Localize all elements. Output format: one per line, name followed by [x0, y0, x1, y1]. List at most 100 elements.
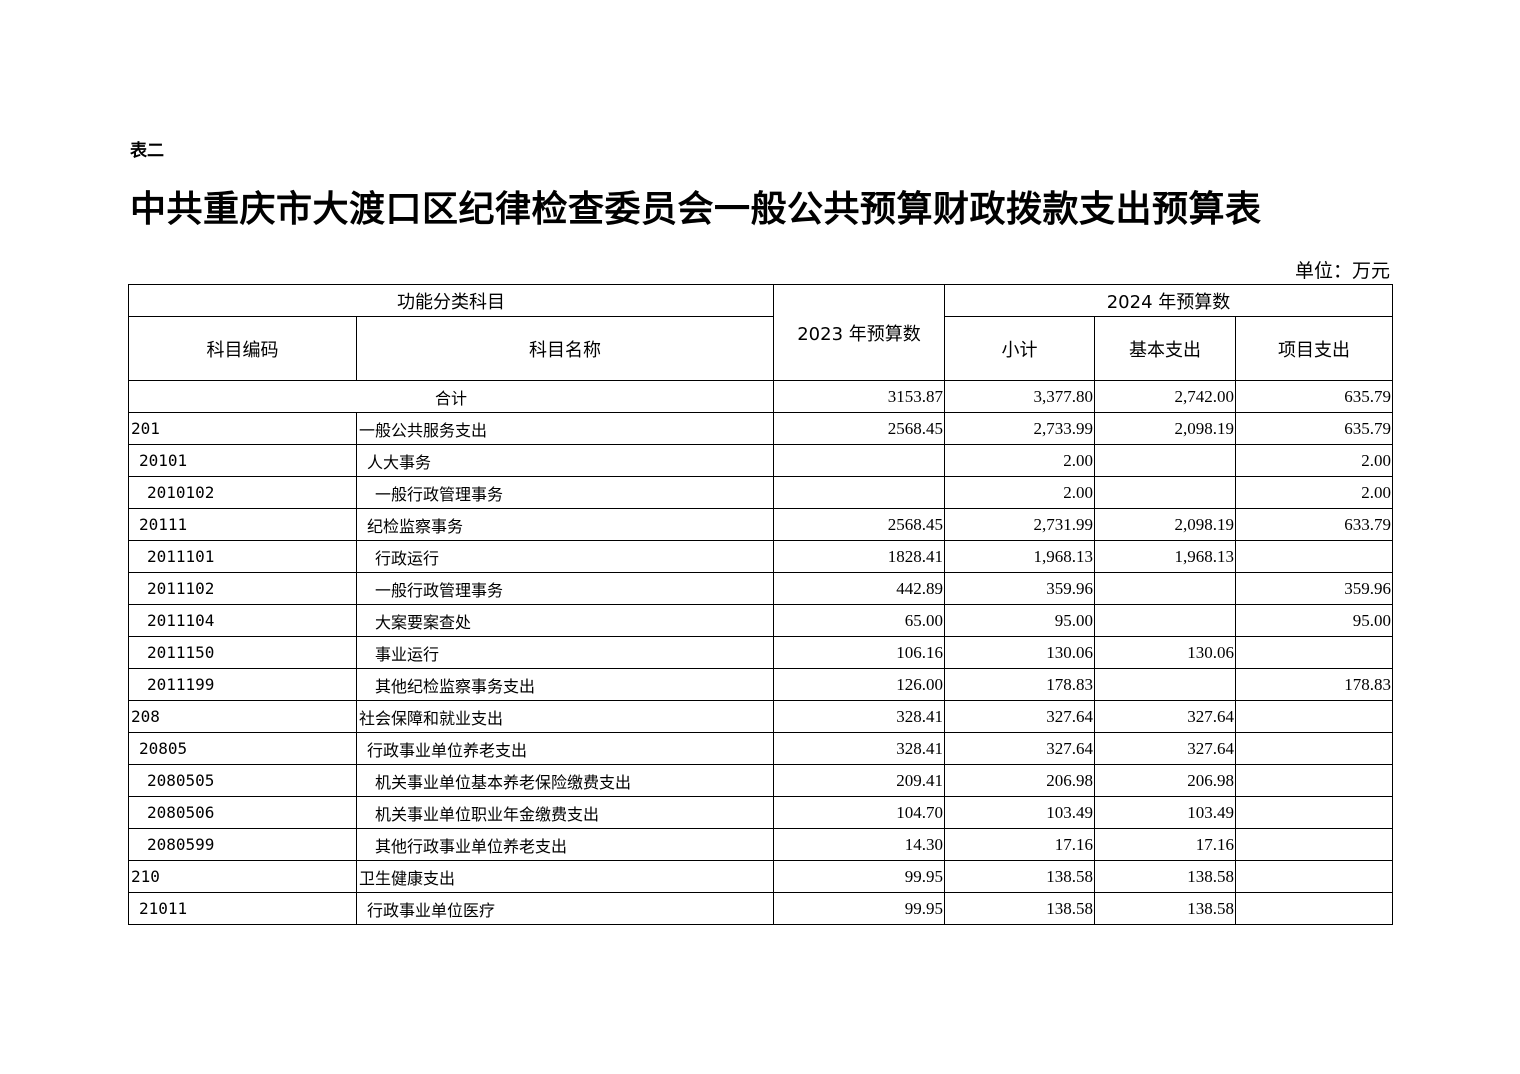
- table-row: 2011104 大案要案查处 65.00 95.00 95.00: [128, 604, 1394, 637]
- name-cell: 一般行政管理事务: [356, 572, 774, 605]
- subtotal-cell: 130.06: [944, 636, 1095, 669]
- header-code: 科目编码: [128, 316, 357, 381]
- subtotal-cell: 178.83: [944, 668, 1095, 701]
- project-cell: 633.79: [1234, 508, 1394, 541]
- project-cell: 2.00: [1234, 444, 1394, 477]
- name-cell: 其他行政事业单位养老支出: [356, 828, 774, 861]
- project-cell: [1234, 764, 1394, 797]
- basic-cell: [1094, 444, 1236, 477]
- name-cell: 行政事业单位养老支出: [356, 732, 774, 765]
- budget-2023-cell: 99.95: [773, 892, 945, 925]
- project-cell: 2.00: [1234, 476, 1394, 509]
- budget-table: 功能分类科目 2023 年预算数 2024 年预算数 科目编码 科目名称 小计 …: [128, 284, 1394, 925]
- subtotal-cell: 103.49: [944, 796, 1095, 829]
- subtotal-cell: 95.00: [944, 604, 1095, 637]
- total-subtotal: 3,377.80: [944, 380, 1095, 413]
- table-row: 210 卫生健康支出 99.95 138.58 138.58: [128, 860, 1394, 893]
- subtotal-cell: 327.64: [944, 700, 1095, 733]
- code-cell: 2080505: [128, 764, 357, 797]
- header-project: 项目支出: [1234, 316, 1394, 381]
- table-row: 2011150 事业运行 106.16 130.06 130.06: [128, 636, 1394, 669]
- code-cell: 2080506: [128, 796, 357, 829]
- basic-cell: 206.98: [1094, 764, 1236, 797]
- basic-cell: 2,098.19: [1094, 412, 1236, 445]
- basic-cell: [1094, 572, 1236, 605]
- header-row-1: 功能分类科目 2023 年预算数 2024 年预算数: [128, 284, 1394, 381]
- table-row: 2080505 机关事业单位基本养老保险缴费支出 209.41 206.98 206.9…: [128, 764, 1394, 797]
- basic-cell: 327.64: [1094, 732, 1236, 765]
- total-2023: 3153.87: [773, 380, 945, 413]
- table-row: 2011101 行政运行 1828.41 1,968.13 1,968.13: [128, 540, 1394, 573]
- project-cell: 95.00: [1234, 604, 1394, 637]
- budget-2023-cell: 14.30: [773, 828, 945, 861]
- subtotal-cell: 1,968.13: [944, 540, 1095, 573]
- name-cell: 一般公共服务支出: [356, 412, 774, 445]
- header-basic: 基本支出: [1094, 316, 1236, 381]
- name-cell: 纪检监察事务: [356, 508, 774, 541]
- total-label: 合计: [128, 380, 774, 413]
- name-cell: 人大事务: [356, 444, 774, 477]
- project-cell: [1234, 860, 1394, 893]
- project-cell: [1234, 828, 1394, 861]
- name-cell: 行政事业单位医疗: [356, 892, 774, 925]
- total-project: 635.79: [1234, 380, 1394, 413]
- subtotal-cell: 138.58: [944, 860, 1095, 893]
- code-cell: 2011150: [128, 636, 357, 669]
- budget-2023-cell: 442.89: [773, 572, 945, 605]
- project-cell: [1234, 732, 1394, 765]
- table-row: 201 一般公共服务支出 2568.45 2,733.99 2,098.19 635.79: [128, 412, 1394, 445]
- budget-2023-cell: 104.70: [773, 796, 945, 829]
- subtotal-cell: 359.96: [944, 572, 1095, 605]
- budget-2023-cell: 209.41: [773, 764, 945, 797]
- code-cell: 2080599: [128, 828, 357, 861]
- basic-cell: [1094, 604, 1236, 637]
- code-cell: 201: [128, 412, 357, 445]
- code-cell: 2011199: [128, 668, 357, 701]
- name-cell: 机关事业单位职业年金缴费支出: [356, 796, 774, 829]
- name-cell: 社会保障和就业支出: [356, 700, 774, 733]
- budget-2023-cell: [773, 444, 945, 477]
- basic-cell: 1,968.13: [1094, 540, 1236, 573]
- name-cell: 行政运行: [356, 540, 774, 573]
- budget-2023-cell: 65.00: [773, 604, 945, 637]
- total-row: 合计 3153.87 3,377.80 2,742.00 635.79: [128, 380, 1394, 413]
- table-row: 2080506 机关事业单位职业年金缴费支出 104.70 103.49 103.49: [128, 796, 1394, 829]
- table-row: 2010102 一般行政管理事务 2.00 2.00: [128, 476, 1394, 509]
- basic-cell: 2,098.19: [1094, 508, 1236, 541]
- table-row: 2011102 一般行政管理事务 442.89 359.96 359.96: [128, 572, 1394, 605]
- project-cell: [1234, 700, 1394, 733]
- project-cell: 635.79: [1234, 412, 1394, 445]
- code-cell: 2010102: [128, 476, 357, 509]
- name-cell: 大案要案查处: [356, 604, 774, 637]
- code-cell: 2011101: [128, 540, 357, 573]
- subtotal-cell: 2,733.99: [944, 412, 1095, 445]
- name-cell: 机关事业单位基本养老保险缴费支出: [356, 764, 774, 797]
- project-cell: [1234, 540, 1394, 573]
- page-title: 中共重庆市大渡口区纪律检查委员会一般公共预算财政拨款支出预算表: [130, 188, 1262, 230]
- header-subtotal: 小计: [944, 316, 1095, 381]
- subtotal-cell: 138.58: [944, 892, 1095, 925]
- unit-label: 单位：万元: [1294, 260, 1390, 282]
- project-cell: 359.96: [1234, 572, 1394, 605]
- basic-cell: [1094, 476, 1236, 509]
- project-cell: [1234, 636, 1394, 669]
- budget-2023-cell: 126.00: [773, 668, 945, 701]
- header-functional: 功能分类科目: [128, 284, 774, 317]
- table-row: 2011199 其他纪检监察事务支出 126.00 178.83 178.83: [128, 668, 1394, 701]
- total-basic: 2,742.00: [1094, 380, 1236, 413]
- subtotal-cell: 17.16: [944, 828, 1095, 861]
- budget-2023-cell: [773, 476, 945, 509]
- name-cell: 其他纪检监察事务支出: [356, 668, 774, 701]
- name-cell: 事业运行: [356, 636, 774, 669]
- basic-cell: 138.58: [1094, 860, 1236, 893]
- code-cell: 2011102: [128, 572, 357, 605]
- budget-2023-cell: 99.95: [773, 860, 945, 893]
- project-cell: 178.83: [1234, 668, 1394, 701]
- table-row: 2080599 其他行政事业单位养老支出 14.30 17.16 17.16: [128, 828, 1394, 861]
- code-cell: 208: [128, 700, 357, 733]
- code-cell: 21011: [128, 892, 357, 925]
- budget-2023-cell: 106.16: [773, 636, 945, 669]
- subtotal-cell: 327.64: [944, 732, 1095, 765]
- table-row: 20101 人大事务 2.00 2.00: [128, 444, 1394, 477]
- table-row: 20805 行政事业单位养老支出 328.41 327.64 327.64: [128, 732, 1394, 765]
